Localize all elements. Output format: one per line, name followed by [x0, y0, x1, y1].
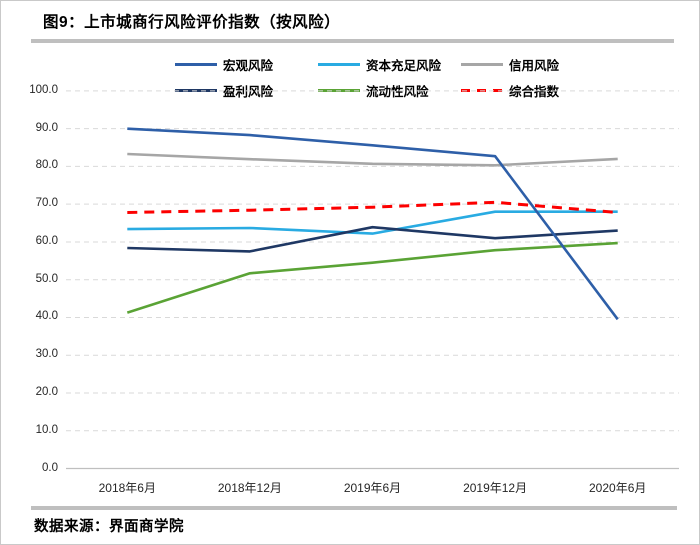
- legend-label: 宏观风险: [223, 58, 274, 73]
- legend-item-composite-index: 综合指数: [461, 81, 631, 100]
- legend-label: 综合指数: [509, 84, 560, 99]
- legend-line-swatch: [461, 88, 503, 92]
- x-axis-label: 2019年6月: [343, 481, 402, 495]
- legend-item-liquidity-risk: 流动性风险: [318, 81, 461, 100]
- y-axis-label: 80.0: [35, 159, 58, 172]
- y-axis-label: 10.0: [35, 423, 58, 436]
- legend-line-swatch: [318, 88, 360, 92]
- y-axis-label: 60.0: [35, 234, 58, 247]
- legend-line-swatch: [318, 62, 360, 66]
- line-liquidity-risk: [126, 241, 618, 314]
- legend-line-swatch: [175, 88, 217, 92]
- title-divider-bar: [31, 39, 674, 43]
- y-axis-label: 40.0: [35, 310, 58, 323]
- legend-label: 盈利风险: [223, 84, 274, 99]
- chart-legend: 宏观风险 资本充足风险 信用风险盈利风险 流动性风险 综合指数: [175, 51, 631, 103]
- legend-item-macro-risk: 宏观风险: [175, 55, 318, 74]
- line-macro-risk: [127, 127, 619, 321]
- legend-label: 流动性风险: [366, 84, 429, 99]
- legend-item-capital-adequacy-risk: 资本充足风险: [318, 55, 461, 74]
- legend-label: 资本充足风险: [366, 58, 442, 73]
- legend-item-credit-risk: 信用风险: [461, 55, 631, 74]
- x-axis-label: 2018年12月: [217, 481, 282, 495]
- data-source: 数据来源：界面商学院: [34, 519, 184, 535]
- line-profit-risk: [127, 225, 618, 253]
- legend-line-swatch: [175, 62, 217, 66]
- y-axis-label: 0.0: [42, 461, 58, 474]
- line-composite-index: [127, 200, 618, 214]
- line-credit-risk: [127, 152, 618, 167]
- legend-label: 信用风险: [509, 58, 560, 73]
- legend-line-swatch: [461, 62, 503, 66]
- chart-title: 图9：上市城商行风险评价指数（按风险）: [43, 14, 341, 31]
- x-axis-label: 2019年12月: [463, 481, 528, 495]
- y-axis-label: 70.0: [35, 197, 58, 210]
- y-axis-label: 90.0: [35, 121, 58, 134]
- y-axis-label: 50.0: [35, 272, 58, 285]
- x-axis-label: 2018年6月: [98, 481, 156, 495]
- y-axis-label: 100.0: [29, 83, 58, 96]
- y-axis-label: 30.0: [35, 348, 58, 361]
- y-axis-label: 20.0: [35, 385, 58, 398]
- legend-item-profit-risk: 盈利风险: [175, 81, 318, 100]
- footer-divider-bar: [31, 506, 677, 510]
- x-axis-label: 2020年6月: [589, 481, 647, 495]
